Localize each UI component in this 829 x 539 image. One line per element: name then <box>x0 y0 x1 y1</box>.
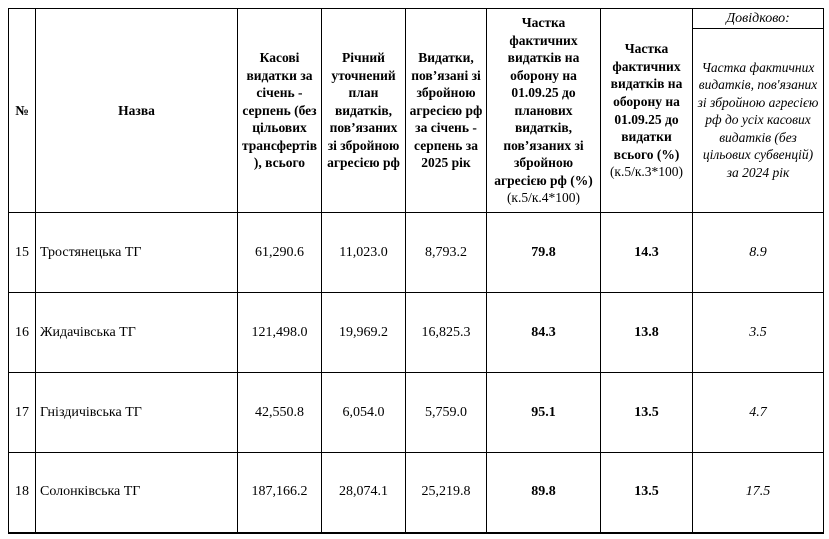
cell-community-name: Жидачівська ТГ <box>35 292 238 373</box>
cell-community-name: Тростянецька ТГ <box>35 212 238 293</box>
share-of-total-label: Частка фактичних видатків на оборону на … <box>610 41 683 162</box>
cell-reference-2024: 4.7 <box>692 372 824 453</box>
cell-plan: 11,023.0 <box>321 212 406 293</box>
cell-reference-2024: 3.5 <box>692 292 824 373</box>
cell-share-of-total: 14.3 <box>600 212 693 293</box>
table-row: 18 Солонківська ТГ 187,166.2 28,074.1 25… <box>8 452 824 533</box>
cell-cash: 121,498.0 <box>237 292 322 373</box>
cell-share-of-plan: 89.8 <box>486 452 601 533</box>
table-row: 15 Тростянецька ТГ 61,290.6 11,023.0 8,7… <box>8 212 824 293</box>
cell-community-name: Солонківська ТГ <box>35 452 238 533</box>
cell-share-of-total: 13.5 <box>600 452 693 533</box>
reference-header-text: Частка фактичних видатків, пов'язаних зі… <box>697 59 819 180</box>
cell-number: 18 <box>8 452 36 533</box>
document-page: № Назва Касові видатки за січень - серпе… <box>8 8 824 534</box>
reference-label: Довідково: <box>693 10 823 29</box>
table-body: 15 Тростянецька ТГ 61,290.6 11,023.0 8,7… <box>8 212 824 533</box>
cell-actual: 25,219.8 <box>405 452 487 533</box>
cell-number: 16 <box>8 292 36 373</box>
header-cell-cash-expenditures: Касові видатки за січень - серпень (без … <box>237 8 322 213</box>
cell-plan: 6,054.0 <box>321 372 406 453</box>
header-cell-share-of-plan: Частка фактичних видатків на оборону на … <box>486 8 601 213</box>
header-cell-annual-plan: Річний уточнений план видатків, пов’язан… <box>321 8 406 213</box>
header-cell-actual-expenditures: Видатки, пов’язані зі збройною агресією … <box>405 8 487 213</box>
cell-actual: 5,759.0 <box>405 372 487 453</box>
header-cell-number: № <box>8 8 36 213</box>
header-cell-share-of-total: Частка фактичних видатків на оборону на … <box>600 8 693 213</box>
cell-cash: 61,290.6 <box>237 212 322 293</box>
cell-community-name: Гніздичівська ТГ <box>35 372 238 453</box>
cell-reference-2024: 17.5 <box>692 452 824 533</box>
cell-number: 17 <box>8 372 36 453</box>
table-row: 16 Жидачівська ТГ 121,498.0 19,969.2 16,… <box>8 292 824 373</box>
table-header: № Назва Касові видатки за січень - серпе… <box>8 8 824 213</box>
header-row: № Назва Касові видатки за січень - серпе… <box>8 8 824 213</box>
header-cell-name: Назва <box>35 8 238 213</box>
cell-share-of-plan: 84.3 <box>486 292 601 373</box>
cell-share-of-total: 13.8 <box>600 292 693 373</box>
cell-cash: 187,166.2 <box>237 452 322 533</box>
cell-number: 15 <box>8 212 36 293</box>
table-row: 17 Гніздичівська ТГ 42,550.8 6,054.0 5,7… <box>8 372 824 453</box>
share-of-plan-formula: (к.5/к.4*100) <box>506 190 581 206</box>
cell-reference-2024: 8.9 <box>692 212 824 293</box>
expenditure-table: № Назва Касові видатки за січень - серпе… <box>8 8 824 534</box>
reference-header: Довідково: Частка фактичних видатків, по… <box>693 10 823 212</box>
cell-actual: 16,825.3 <box>405 292 487 373</box>
share-of-total-formula: (к.5/к.3*100) <box>609 164 684 180</box>
share-of-plan-label: Частка фактичних видатків на оборону на … <box>494 14 593 188</box>
cell-share-of-plan: 95.1 <box>486 372 601 453</box>
cell-actual: 8,793.2 <box>405 212 487 293</box>
cell-cash: 42,550.8 <box>237 372 322 453</box>
cell-share-of-plan: 79.8 <box>486 212 601 293</box>
cell-plan: 28,074.1 <box>321 452 406 533</box>
header-cell-reference: Довідково: Частка фактичних видатків, по… <box>692 8 824 213</box>
cell-plan: 19,969.2 <box>321 292 406 373</box>
cell-share-of-total: 13.5 <box>600 372 693 453</box>
